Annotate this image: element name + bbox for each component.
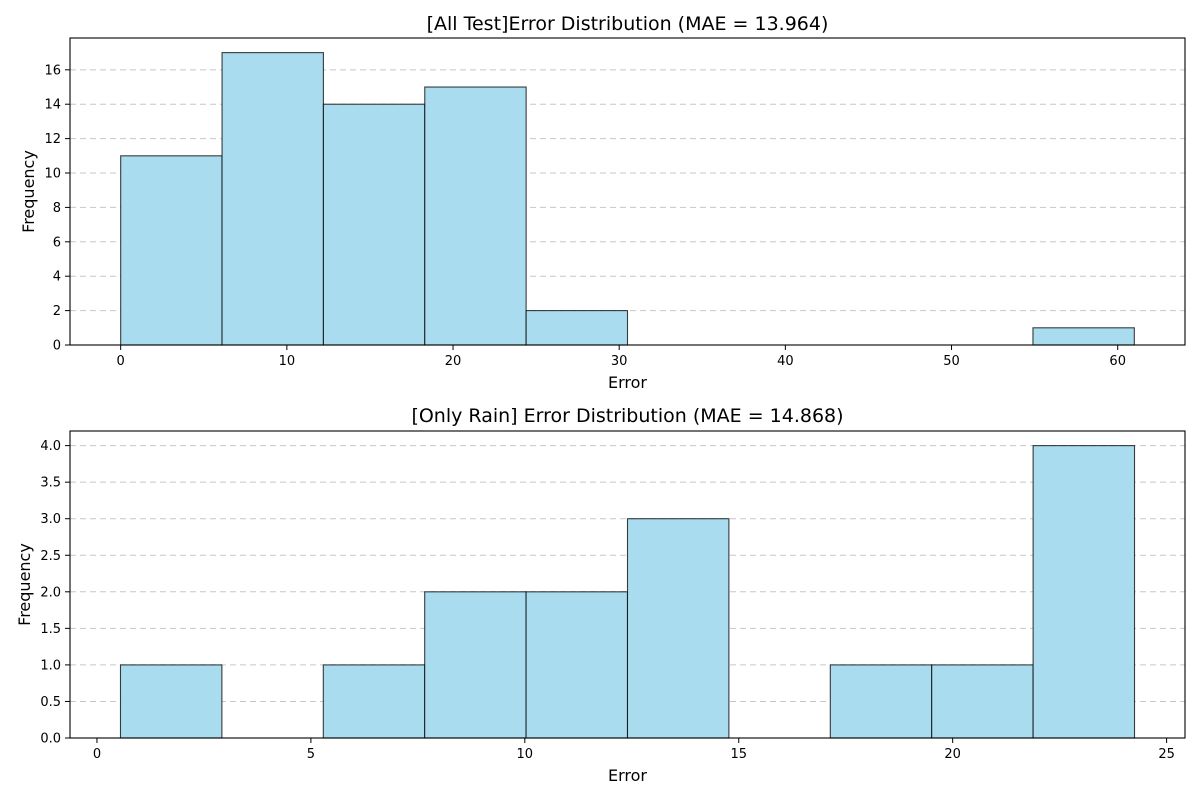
x-tick-label: 0 (93, 747, 101, 762)
histogram-bar (525, 310, 629, 346)
histogram-bar (931, 664, 1034, 739)
y-tick-label: 12 (44, 132, 61, 147)
x-tick-label: 30 (611, 354, 628, 369)
y-tick-label: 2.5 (40, 549, 61, 564)
x-tick-label: 20 (445, 354, 462, 369)
y-tick-label: 3.5 (40, 476, 61, 491)
histogram-bar (120, 155, 223, 346)
x-tick-label: 60 (1109, 354, 1126, 369)
y-tick-label: 14 (44, 98, 61, 113)
x-axis-label: Error (608, 766, 647, 785)
plot-frame (69, 37, 1186, 346)
x-tick-label: 10 (279, 354, 296, 369)
chart-title: [Only Rain] Error Distribution (MAE = 14… (411, 405, 843, 427)
y-tick-label: 1.5 (40, 622, 61, 637)
y-tick-label: 8 (53, 201, 61, 216)
x-tick-label: 50 (943, 354, 960, 369)
y-axis-label: Frequency (19, 150, 38, 233)
y-tick-label: 0.5 (40, 695, 61, 710)
y-tick-label: 0 (53, 339, 61, 354)
y-tick-label: 0.0 (40, 732, 61, 747)
plot-frame (69, 430, 1186, 739)
chart-only-rain: 0 5 10 15 20 25 0.0 0.5 1.0 1.5 2.0 2.5 3.0 3.5 4.0 [On… (15, 405, 1186, 785)
y-tick-label: 6 (53, 235, 61, 250)
y-tick-label: 4 (53, 270, 61, 285)
histogram-bar (1032, 327, 1135, 346)
y-tick-label: 2 (53, 304, 61, 319)
chart-all-test: 0 10 20 30 40 50 60 0 2 4 6 8 10 12 14 16 [All Test]Erro… (19, 13, 1186, 392)
histogram-bar (829, 664, 933, 739)
x-tick-label: 20 (944, 747, 961, 762)
chart-title: [All Test]Error Distribution (MAE = 13.9… (427, 13, 829, 35)
histogram-bar (221, 52, 324, 346)
x-tick-label: 0 (117, 354, 125, 369)
y-axis-label: Frequency (15, 543, 34, 626)
x-tick-label: 15 (730, 747, 747, 762)
histogram-bar (1032, 445, 1136, 739)
histogram-bar (322, 103, 426, 346)
y-tick-label: 10 (44, 167, 61, 182)
y-tick-label: 2.0 (40, 585, 61, 600)
x-tick-label: 25 (1158, 747, 1175, 762)
y-tick-label: 1.0 (40, 658, 61, 673)
x-tick-label: 40 (777, 354, 794, 369)
y-tick-label: 3.0 (40, 512, 61, 527)
histogram-bar (424, 591, 527, 739)
histogram-bar (119, 664, 223, 739)
histogram-bar (626, 518, 730, 739)
y-tick-label: 16 (44, 63, 61, 78)
x-tick-label: 10 (517, 747, 534, 762)
histogram-bar (424, 86, 527, 346)
histogram-bar (525, 591, 629, 739)
x-tick-label: 5 (307, 747, 315, 762)
histogram-bar (322, 664, 426, 739)
y-tick-label: 4.0 (40, 439, 61, 454)
x-axis-label: Error (608, 373, 647, 392)
